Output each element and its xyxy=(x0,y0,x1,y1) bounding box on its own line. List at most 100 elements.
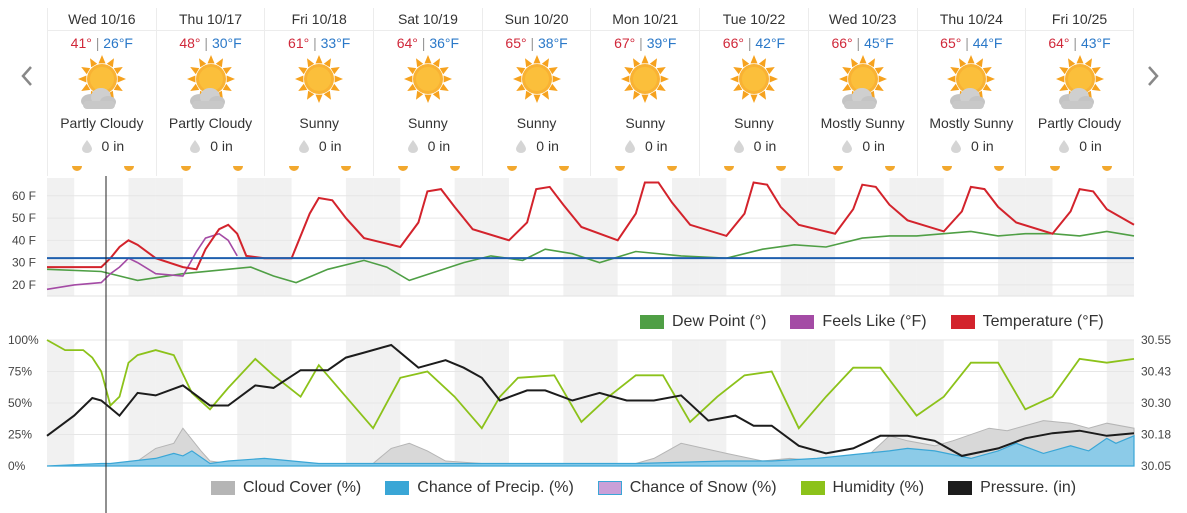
condition-text: Partly Cloudy xyxy=(60,115,144,131)
night-band xyxy=(807,178,836,296)
prev-days-button[interactable] xyxy=(15,58,39,94)
precip-amount: 0 in xyxy=(265,138,373,156)
legend-chance-precip[interactable]: Chance of Precip. (%) xyxy=(385,479,574,497)
raindrop-icon xyxy=(733,140,744,153)
sunset-icon xyxy=(993,166,1004,171)
day-card[interactable]: Sun 10/20 65° | 38°F Sunny 0 in xyxy=(481,8,591,176)
sunset-icon xyxy=(776,166,787,171)
sun-icon xyxy=(374,55,482,115)
day-card[interactable]: Fri 10/18 61° | 33°F Sunny 0 in xyxy=(264,8,374,176)
y-tick-label-right: 30.43 xyxy=(1141,365,1171,379)
day-temps: 66° | 45°F xyxy=(831,35,894,51)
sunrise-icon xyxy=(1050,166,1061,171)
y-tick-label: 60 F xyxy=(12,189,36,203)
low-temp: 36°F xyxy=(429,35,460,51)
low-temp: 44°F xyxy=(972,35,1003,51)
night-band xyxy=(1106,178,1134,296)
low-temp: 45°F xyxy=(864,35,894,51)
sunrise-icon xyxy=(941,166,952,171)
y-tick-label-right: 30.55 xyxy=(1141,333,1171,347)
night-band xyxy=(454,178,482,296)
high-temp: 64° xyxy=(396,35,418,51)
high-temp: 66° xyxy=(831,35,853,51)
high-temp: 61° xyxy=(288,35,310,51)
precip-amount: 0 in xyxy=(1026,138,1133,156)
precip-amount: 0 in xyxy=(700,138,808,156)
precip-amount: 0 in xyxy=(157,138,265,156)
precip-value: 0 in xyxy=(753,138,777,154)
legend-chance-snow[interactable]: Chance of Snow (%) xyxy=(597,479,777,497)
sun-markers xyxy=(809,166,917,176)
sunrise-icon xyxy=(398,166,409,171)
day-card[interactable]: Sat 10/19 64° | 36°F Sunny 0 in xyxy=(373,8,482,176)
low-temp: 39°F xyxy=(646,35,677,51)
sunset-icon xyxy=(667,166,678,171)
night-band xyxy=(889,178,917,296)
day-label: Fri 10/18 xyxy=(265,8,374,31)
night-band xyxy=(780,178,808,296)
legend-humidity[interactable]: Humidity (%) xyxy=(800,479,924,497)
night-band xyxy=(590,178,618,296)
legend-temperature[interactable]: Temperature (°F) xyxy=(950,313,1104,331)
day-card[interactable]: Tue 10/22 66° | 42°F Sunny 0 in xyxy=(699,8,808,176)
y-tick-label: 40 F xyxy=(12,233,36,247)
sun-markers xyxy=(700,166,808,176)
condition-text: Sunny xyxy=(408,115,448,131)
sun-markers xyxy=(591,166,699,176)
low-temp: 26°F xyxy=(103,35,133,51)
raindrop-icon xyxy=(190,140,201,153)
low-temp: 43°F xyxy=(1080,35,1111,51)
sun-markers xyxy=(1026,166,1133,176)
day-temps: 48° | 30°F xyxy=(179,35,242,51)
series-line xyxy=(46,339,1135,430)
legend-pressure[interactable]: Pressure. (in) xyxy=(948,479,1076,497)
sunrise-icon xyxy=(72,166,82,171)
legend-label: Cloud Cover (%) xyxy=(243,479,362,496)
legend-dew-point[interactable]: Dew Point (°) xyxy=(640,313,766,331)
sun-markers xyxy=(918,166,1026,176)
sunrise-icon xyxy=(506,166,517,171)
legend-feels-like[interactable]: Feels Like (°F) xyxy=(790,313,927,331)
next-days-button[interactable] xyxy=(1141,58,1165,94)
sunrise-icon xyxy=(615,166,626,171)
y-tick-label-left: 25% xyxy=(8,428,32,442)
high-temp: 48° xyxy=(179,35,201,51)
high-temp: 41° xyxy=(70,35,92,51)
precip-value: 0 in xyxy=(1079,138,1102,154)
precip-value: 0 in xyxy=(862,138,885,154)
y-tick-label-right: 30.30 xyxy=(1141,396,1171,410)
precip-value: 0 in xyxy=(536,138,559,154)
y-tick-label-left: 100% xyxy=(8,333,39,347)
legend-label: Chance of Snow (%) xyxy=(629,479,777,496)
day-label: Wed 10/16 xyxy=(48,8,156,31)
y-tick-label: 20 F xyxy=(12,278,36,292)
day-card[interactable]: Thu 10/17 48° | 30°F Partly Cloudy 0 in xyxy=(155,8,265,176)
sun-markers xyxy=(483,166,591,176)
condition-text: Mostly Sunny xyxy=(929,115,1014,131)
precip-amount: 0 in xyxy=(809,138,917,156)
sunrise-icon xyxy=(724,166,735,171)
sunrise-icon xyxy=(289,166,300,171)
legend-label: Dew Point (°) xyxy=(672,313,767,330)
partly-cloudy-icon xyxy=(157,55,265,115)
day-card[interactable]: Wed 10/16 41° | 26°F Partly Cloudy 0 in xyxy=(47,8,156,176)
sunset-icon xyxy=(450,166,461,171)
day-temps: 61° | 33°F xyxy=(288,35,351,51)
legend-cloud-cover[interactable]: Cloud Cover (%) xyxy=(211,479,361,497)
precip-value: 0 in xyxy=(318,138,342,154)
day-card[interactable]: Mon 10/21 67° | 39°F Sunny 0 in xyxy=(590,8,700,176)
partly-cloudy-icon xyxy=(918,55,1026,115)
night-band xyxy=(373,178,401,296)
sunrise-icon xyxy=(180,166,191,171)
night-band xyxy=(998,178,1026,296)
day-label: Thu 10/24 xyxy=(917,8,1026,31)
night-band xyxy=(916,178,944,296)
day-card[interactable]: Thu 10/24 65° | 44°F Mostly Sunny 0 in xyxy=(916,8,1026,176)
day-card[interactable]: Wed 10/23 66° | 45°F Mostly Sunny 0 in xyxy=(807,8,917,176)
condition-text: Partly Cloudy xyxy=(1037,115,1122,131)
day-card[interactable]: Fri 10/25 64° | 43°F Partly Cloudy 0 in xyxy=(1025,8,1134,176)
high-temp: 65° xyxy=(940,35,962,51)
precip-value: 0 in xyxy=(427,138,451,154)
night-band xyxy=(237,178,265,296)
condition-text: Sunny xyxy=(734,115,774,131)
